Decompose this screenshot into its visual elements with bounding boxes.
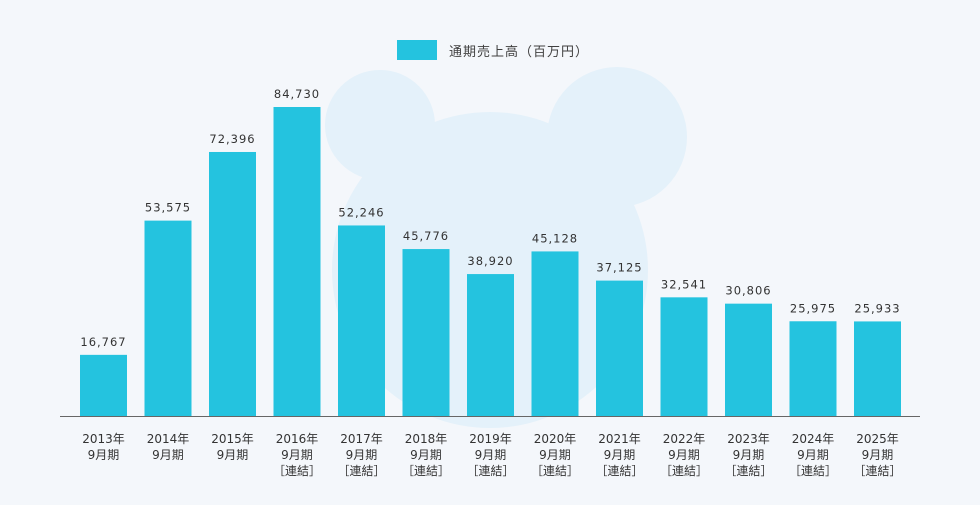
category-label-8-line-0: 2021年 bbox=[598, 432, 641, 446]
legend-label: 通期売上高（百万円） bbox=[449, 44, 590, 60]
bar-1 bbox=[144, 220, 192, 416]
category-label-12-line-0: 2025年 bbox=[856, 432, 899, 446]
value-label-4: 52,246 bbox=[338, 205, 384, 219]
bar-7 bbox=[531, 251, 579, 416]
value-label-10: 30,806 bbox=[725, 284, 771, 298]
value-label-7: 45,128 bbox=[532, 231, 578, 245]
category-label-9-line-1: 9月期 bbox=[668, 448, 700, 462]
bar-9 bbox=[660, 297, 708, 416]
legend: 通期売上高（百万円） bbox=[397, 40, 589, 60]
legend-swatch bbox=[397, 40, 437, 60]
category-label-11-line-2: ［連結］ bbox=[789, 464, 837, 478]
bar-0 bbox=[80, 354, 127, 416]
value-label-0: 16,767 bbox=[80, 335, 126, 349]
category-label-3-line-1: 9月期 bbox=[281, 448, 313, 462]
category-label-5-line-1: 9月期 bbox=[410, 448, 442, 462]
bar-8 bbox=[596, 280, 643, 416]
bar-3 bbox=[273, 107, 321, 416]
value-label-9: 32,541 bbox=[661, 277, 707, 291]
category-label-8-line-1: 9月期 bbox=[604, 448, 636, 462]
category-label-10-line-0: 2023年 bbox=[727, 432, 770, 446]
value-label-2: 72,396 bbox=[209, 132, 255, 146]
category-label-4-line-0: 2017年 bbox=[340, 432, 383, 446]
category-label-4-line-2: ［連結］ bbox=[337, 464, 385, 478]
category-label-6-line-1: 9月期 bbox=[475, 448, 507, 462]
category-label-2-line-0: 2015年 bbox=[211, 432, 254, 446]
value-label-5: 45,776 bbox=[403, 229, 449, 243]
category-label-11-line-1: 9月期 bbox=[797, 448, 829, 462]
category-label-7-line-2: ［連結］ bbox=[531, 464, 579, 478]
category-label-2-line-1: 9月期 bbox=[217, 448, 249, 462]
bar-2 bbox=[209, 151, 256, 416]
value-label-12: 25,933 bbox=[854, 301, 900, 315]
category-label-group: 2013年 9月期 2014年 9月期 2015年 9月期 2016年 9月期 ［連結］ 2017… bbox=[82, 432, 901, 478]
bar-6 bbox=[467, 274, 514, 416]
category-label-1-line-1: 9月期 bbox=[152, 448, 184, 462]
category-label-10-line-2: ［連結］ bbox=[724, 464, 772, 478]
category-label-0-line-0: 2013年 bbox=[82, 432, 125, 446]
category-label-3-line-2: ［連結］ bbox=[273, 464, 321, 478]
category-label-3-line-0: 2016年 bbox=[276, 432, 319, 446]
bar-4 bbox=[338, 225, 385, 416]
category-label-12-line-1: 9月期 bbox=[862, 448, 894, 462]
category-label-5-line-2: ［連結］ bbox=[402, 464, 450, 478]
value-label-11: 25,975 bbox=[790, 301, 836, 315]
category-label-11-line-0: 2024年 bbox=[792, 432, 835, 446]
category-label-6-line-0: 2019年 bbox=[469, 432, 512, 446]
category-label-6-line-2: ［連結］ bbox=[466, 464, 514, 478]
category-label-9-line-0: 2022年 bbox=[663, 432, 706, 446]
category-label-10-line-1: 9月期 bbox=[733, 448, 765, 462]
value-label-8: 37,125 bbox=[596, 261, 642, 275]
category-label-4-line-1: 9月期 bbox=[346, 448, 378, 462]
bar-11 bbox=[789, 321, 837, 416]
category-label-8-line-2: ［連結］ bbox=[595, 464, 643, 478]
bar-5 bbox=[402, 249, 450, 416]
bar-12 bbox=[854, 321, 901, 416]
bar-group bbox=[80, 107, 901, 416]
value-label-group: 16,767 53,575 72,396 84,730 52,246 45,776 38,9… bbox=[80, 87, 900, 349]
category-label-7-line-1: 9月期 bbox=[539, 448, 571, 462]
category-label-1-line-0: 2014年 bbox=[147, 432, 190, 446]
category-label-5-line-0: 2018年 bbox=[405, 432, 448, 446]
value-label-3: 84,730 bbox=[274, 87, 320, 101]
value-label-1: 53,575 bbox=[145, 201, 191, 215]
category-label-12-line-2: ［連結］ bbox=[853, 464, 901, 478]
category-label-7-line-0: 2020年 bbox=[534, 432, 577, 446]
bar-10 bbox=[725, 303, 772, 416]
value-label-6: 38,920 bbox=[467, 254, 513, 268]
category-label-9-line-2: ［連結］ bbox=[660, 464, 708, 478]
category-label-0-line-1: 9月期 bbox=[88, 448, 120, 462]
